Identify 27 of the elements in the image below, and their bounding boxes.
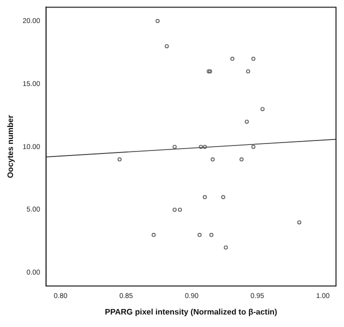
- point: [210, 157, 215, 162]
- y-axis-title: Oocytes number: [6, 115, 16, 178]
- point: [178, 208, 182, 212]
- point: [260, 107, 265, 112]
- point: [246, 69, 250, 74]
- point: [224, 246, 228, 250]
- point: [202, 195, 207, 200]
- point: [251, 144, 256, 149]
- point: [172, 144, 177, 149]
- point: [202, 144, 207, 149]
- point: [230, 56, 234, 61]
- point: [156, 19, 160, 24]
- x-axis-title: PPARG pixel intensity (Normalized to β-actin): [104, 307, 278, 316]
- point: [221, 195, 226, 200]
- point: [209, 232, 214, 237]
- point: [297, 220, 302, 224]
- point: [152, 232, 156, 237]
- point: [240, 157, 244, 162]
- point: [206, 69, 211, 74]
- point: [251, 56, 256, 61]
- point: [164, 44, 169, 48]
- point: [244, 120, 249, 124]
- point: [118, 157, 122, 162]
- point: [208, 69, 212, 74]
- point: [198, 232, 202, 237]
- point: [198, 144, 203, 149]
- point: [172, 208, 177, 212]
